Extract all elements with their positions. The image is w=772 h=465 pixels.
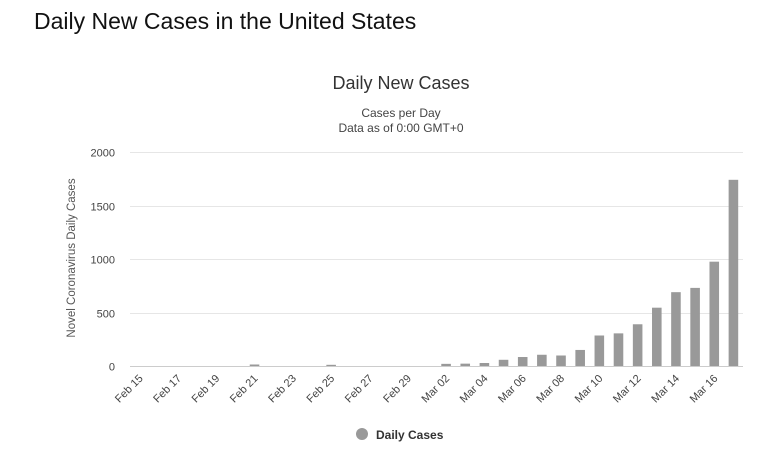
y-tick-label: 0 xyxy=(109,362,115,374)
x-tick-label: Mar 10 xyxy=(573,373,606,406)
bars xyxy=(249,179,739,367)
legend-series-symbol xyxy=(356,428,368,440)
chart-subtitle-line-2: Data as of 0:00 GMT+0 xyxy=(338,121,463,135)
x-tick-label: Feb 17 xyxy=(151,373,184,406)
x-tick-label: Mar 12 xyxy=(611,373,644,406)
bar[interactable] xyxy=(613,333,624,366)
chart-title: Daily New Cases xyxy=(332,73,469,93)
bar[interactable] xyxy=(594,335,605,367)
gridlines xyxy=(130,152,743,367)
x-tick-label: Feb 25 xyxy=(305,373,338,406)
y-tick-label: 2000 xyxy=(91,148,115,160)
bar[interactable] xyxy=(671,292,681,366)
bar[interactable] xyxy=(498,359,509,366)
bar[interactable] xyxy=(709,261,720,366)
x-tick-label: Feb 27 xyxy=(343,373,376,406)
x-tick-label: Feb 29 xyxy=(381,373,414,406)
y-tick-label: 1000 xyxy=(91,255,115,267)
bar[interactable] xyxy=(537,354,547,366)
page-title: Daily New Cases in the United States xyxy=(34,8,417,34)
x-tick-label: Mar 06 xyxy=(496,373,529,406)
bar[interactable] xyxy=(556,355,566,366)
bar[interactable] xyxy=(652,307,662,366)
x-axis-tick-labels: Feb 15 Feb 17 Feb 19 Feb 21 Feb 23 Feb 25 Feb … xyxy=(113,373,720,406)
bar[interactable] xyxy=(249,364,260,367)
bar[interactable] xyxy=(728,179,739,366)
chart-subtitle-line-1: Cases per Day xyxy=(361,106,440,120)
x-tick-label: Feb 19 xyxy=(190,373,223,406)
x-tick-label: Mar 16 xyxy=(688,373,721,406)
x-tick-label: Feb 15 xyxy=(113,373,146,406)
y-tick-label: 500 xyxy=(97,309,115,321)
bar[interactable] xyxy=(479,363,490,366)
bar[interactable] xyxy=(690,287,700,366)
bar[interactable] xyxy=(517,357,528,366)
bar[interactable] xyxy=(326,364,336,366)
x-tick-label: Feb 23 xyxy=(266,373,299,406)
y-axis-title: Novel Coronavirus Daily Cases xyxy=(66,178,78,337)
x-tick-label: Feb 21 xyxy=(228,373,261,406)
y-axis-tick-labels: 0 500 1000 1500 2000 xyxy=(91,148,115,374)
x-tick-label: Mar 14 xyxy=(649,373,682,406)
y-tick-label: 1500 xyxy=(91,202,115,214)
bar[interactable] xyxy=(575,349,585,366)
x-tick-label: Mar 02 xyxy=(420,373,453,406)
x-tick-label: Mar 04 xyxy=(458,373,491,406)
bar[interactable] xyxy=(460,363,471,366)
legend-series-label[interactable]: Daily Cases xyxy=(376,428,444,442)
x-tick-label: Mar 08 xyxy=(534,373,567,406)
bar[interactable] xyxy=(441,363,451,366)
bar[interactable] xyxy=(632,324,643,366)
